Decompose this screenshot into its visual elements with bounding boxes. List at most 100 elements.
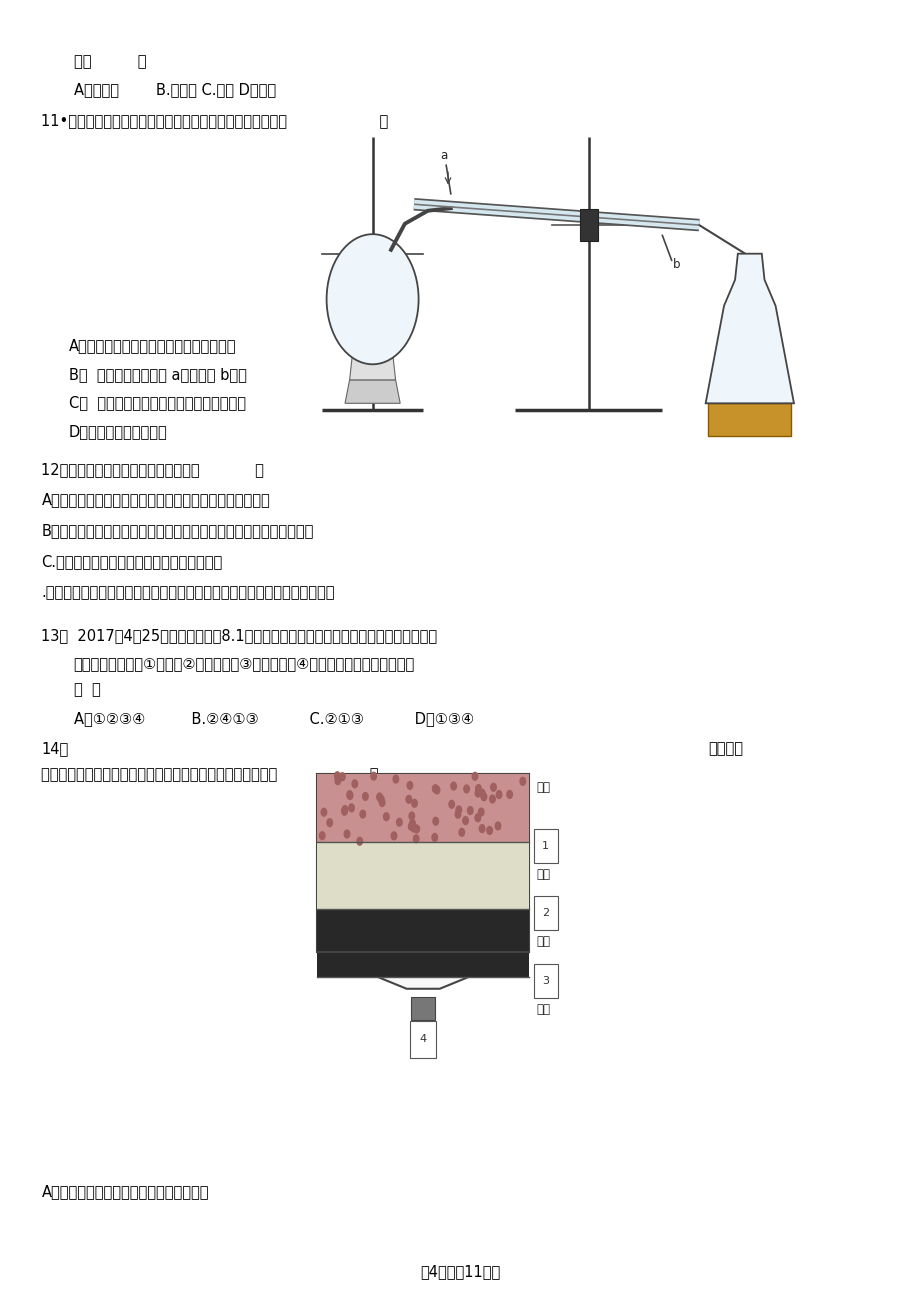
Circle shape (321, 808, 326, 816)
Text: A．酒精灯        B.蒸发皿 C.漏斗 D．量筒: A．酒精灯 B.蒸发皿 C.漏斗 D．量筒 (74, 82, 276, 98)
Circle shape (392, 775, 398, 783)
Text: 纱布: 纱布 (536, 935, 550, 948)
Circle shape (352, 779, 357, 787)
Text: 11•实验室用如图所示的装置蒸馏海水，下列说法正确的是（                    ）: 11•实验室用如图所示的装置蒸馏海水，下列说法正确的是（ ） (41, 113, 388, 129)
Polygon shape (363, 299, 381, 328)
Circle shape (495, 791, 501, 799)
Circle shape (379, 799, 384, 807)
Text: a: a (439, 148, 447, 161)
Circle shape (346, 791, 352, 799)
Text: 把有异味: 把有异味 (708, 742, 743, 757)
Circle shape (413, 835, 418, 843)
Circle shape (490, 783, 495, 791)
Circle shape (335, 777, 340, 785)
Text: （  ）: （ ） (74, 682, 100, 697)
Circle shape (405, 795, 411, 803)
Text: 纱布: 纱布 (536, 868, 550, 881)
Circle shape (432, 785, 437, 792)
Text: 、浑浊的少量河水注入如图所示装置中，下列叙述正确的是（                    ）: 、浑浊的少量河水注入如图所示装置中，下列叙述正确的是（ ） (41, 768, 379, 783)
Circle shape (408, 822, 414, 830)
Text: A．锥形瓶中能收集到高浓度的氯化鸿溶液: A．锥形瓶中能收集到高浓度的氯化鸿溶液 (69, 338, 236, 354)
Circle shape (474, 814, 480, 822)
Bar (317, 774, 528, 952)
Bar (317, 909, 528, 977)
Circle shape (407, 782, 413, 790)
Polygon shape (345, 380, 400, 403)
Circle shape (370, 773, 376, 781)
Circle shape (455, 811, 460, 818)
Circle shape (341, 808, 346, 816)
Text: 4: 4 (419, 1034, 426, 1045)
Circle shape (344, 830, 349, 838)
Circle shape (448, 800, 454, 808)
Circle shape (479, 825, 484, 833)
Circle shape (494, 822, 500, 830)
Circle shape (434, 786, 439, 794)
Text: B．用少量水润湿滤纸，使滤纸紧贴漏斗，滤纸层与漏斗壁间不留气泡: B．用少量水润湿滤纸，使滤纸紧贴漏斗，滤纸层与漏斗壁间不留气泡 (41, 523, 313, 539)
Text: 3: 3 (541, 976, 549, 986)
Circle shape (459, 829, 464, 837)
Bar (410, 1021, 436, 1058)
Circle shape (467, 807, 472, 814)
Circle shape (335, 771, 340, 779)
Circle shape (346, 791, 352, 799)
Text: 14．: 14． (41, 742, 69, 757)
Circle shape (391, 831, 396, 839)
Circle shape (433, 817, 438, 825)
Circle shape (326, 818, 332, 826)
Bar (411, 997, 435, 1020)
Circle shape (414, 825, 419, 833)
Circle shape (450, 782, 456, 790)
Circle shape (486, 826, 492, 834)
Text: 12．下列有关过滤的操作中错误的是（            ）: 12．下列有关过滤的操作中错误的是（ ） (41, 462, 264, 477)
Circle shape (474, 790, 480, 798)
Text: .如果滤纸高于漏斗边缘，用剪刀剪去多余部分，使滤纸的边缘比漏斗口稍低: .如果滤纸高于漏斗边缘，用剪刀剪去多余部分，使滤纸的边缘比漏斗口稍低 (41, 585, 335, 601)
Polygon shape (349, 338, 395, 380)
Circle shape (348, 804, 354, 812)
Circle shape (519, 778, 525, 786)
Bar (317, 774, 528, 842)
Circle shape (411, 824, 416, 831)
Circle shape (471, 773, 477, 781)
Circle shape (409, 820, 414, 827)
Text: B．  实验时冷却水应从 a进入，从 b流出: B． 实验时冷却水应从 a进入，从 b流出 (69, 367, 246, 382)
Circle shape (359, 811, 365, 818)
Text: A．活性炭吸附色素和异味后能循环再利用: A．活性炭吸附色素和异味后能循环再利用 (41, 1184, 209, 1200)
Circle shape (506, 791, 512, 799)
Bar (368, 328, 377, 338)
Bar (579, 209, 597, 241)
Text: A．①②③④          B.②④①③           C.②①③           D．①③④: A．①②③④ B.②④①③ C.②①③ D．①③④ (74, 712, 473, 727)
Circle shape (396, 818, 402, 826)
Circle shape (383, 813, 389, 821)
Text: A．取一张圆形滤纸，对折两次，打开成圆锥形，放入漏斗: A．取一张圆形滤纸，对折两次，打开成圆锥形，放入漏斗 (41, 492, 270, 507)
Text: C.用玻璃棒轻轻搅动漏斗中液体，以加快过滤: C.用玻璃棒轻轻搅动漏斗中液体，以加快过滤 (41, 554, 222, 570)
Text: D．该装置不需要石棉网: D．该装置不需要石棉网 (69, 424, 167, 440)
Polygon shape (317, 952, 528, 989)
Circle shape (489, 795, 494, 803)
Circle shape (409, 812, 414, 820)
Text: C．  蒸馏烧瓶中加入瓷片的作用是防止暴永: C． 蒸馏烧瓶中加入瓷片的作用是防止暴永 (69, 396, 245, 411)
Circle shape (377, 794, 382, 801)
Text: 第4页（共11页）: 第4页（共11页） (419, 1265, 500, 1280)
Text: 纱布: 纱布 (536, 781, 550, 794)
Circle shape (456, 807, 461, 814)
Bar (708, 403, 790, 436)
Circle shape (475, 785, 481, 792)
Circle shape (357, 838, 362, 846)
Circle shape (378, 795, 383, 803)
Circle shape (412, 799, 417, 807)
Circle shape (479, 790, 484, 798)
Text: 常见的净水操作有①过滤；②吸附沉淠；③消毒杀菌；④蒸馏。应选用的净化顺序为: 常见的净水操作有①过滤；②吸附沉淠；③消毒杀菌；④蒸馏。应选用的净化顺序为 (74, 656, 414, 671)
Circle shape (463, 785, 469, 792)
Circle shape (326, 234, 418, 364)
Circle shape (342, 805, 347, 813)
Text: 纱布: 纱布 (536, 1003, 550, 1016)
Circle shape (362, 792, 368, 800)
Text: 1: 1 (541, 840, 549, 851)
Polygon shape (705, 254, 793, 403)
Circle shape (339, 773, 345, 781)
Bar (533, 964, 557, 998)
Circle shape (432, 834, 437, 842)
Bar (533, 896, 557, 930)
Bar (533, 829, 557, 863)
